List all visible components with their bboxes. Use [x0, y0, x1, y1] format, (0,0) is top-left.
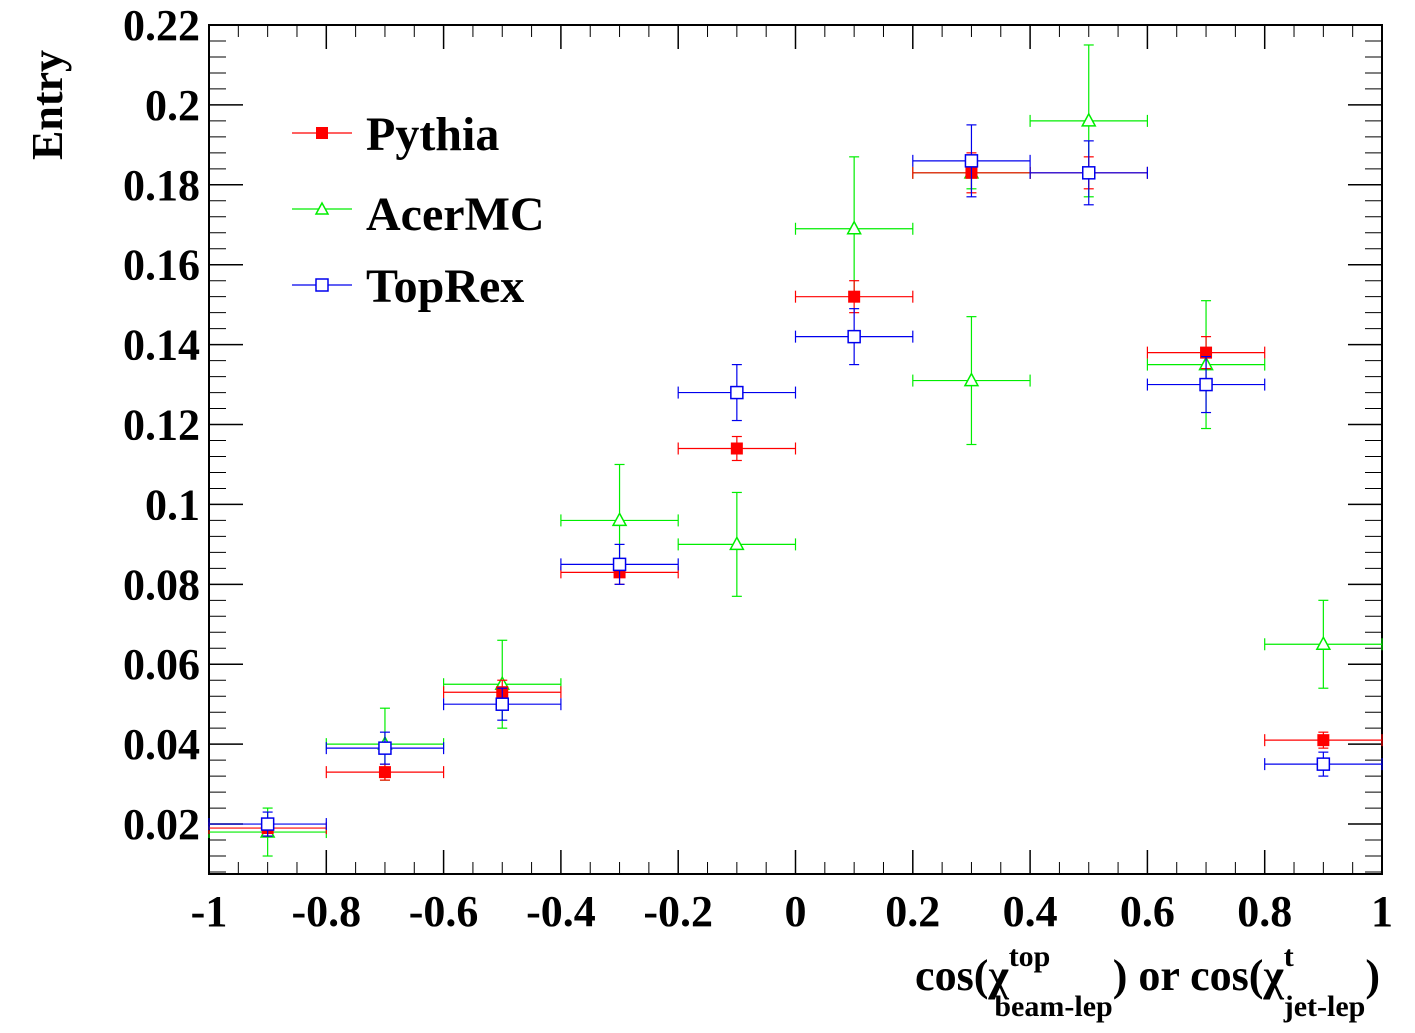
y-tick-label: 0.04 [123, 720, 200, 769]
data-point-toprex [208, 811, 327, 837]
data-point-toprex [1264, 751, 1383, 777]
data-point-toprex [560, 543, 679, 585]
point-pythia-marker [378, 766, 391, 779]
x-tick-label: -0.4 [526, 887, 596, 936]
axes: -1 -0.8 -0.6 -0.4 -0.2 0 0.2 0.4 0.6 0.8 1 0.02 0.04… [123, 1, 1393, 936]
legend-label-toprex: TopRex [366, 260, 524, 313]
point-toprex-marker [378, 741, 392, 755]
x-axis-title-sup2: t [1284, 940, 1294, 973]
legend-entry-acermc: AcerMC [292, 188, 545, 241]
legend-marker-toprex [315, 278, 329, 292]
x-axis-title-sub2: jet-lep [1283, 990, 1366, 1023]
x-tick-label: 0.2 [885, 887, 940, 936]
series-layer [208, 44, 1383, 857]
data-point-toprex [443, 687, 562, 721]
x-axis-title-sub1: beam-lep [994, 990, 1112, 1023]
point-pythia-marker [1317, 734, 1330, 747]
x-tick-label: 0.4 [1003, 887, 1058, 936]
x-tick-label: -0.2 [643, 887, 713, 936]
data-point-acermc [1264, 599, 1383, 689]
data-point-toprex [1146, 356, 1266, 414]
data-point-pythia [677, 435, 797, 462]
data-point-acermc [677, 491, 797, 597]
data-point-toprex [912, 124, 1031, 198]
legend-label-pythia: Pythia [366, 108, 499, 161]
point-toprex-marker [847, 329, 861, 344]
x-tick-label: -1 [191, 887, 228, 936]
y-tick-label: 0.08 [123, 560, 200, 609]
point-acermc-extra-marker [963, 372, 980, 387]
legend-entry-pythia: Pythia [292, 108, 499, 161]
point-toprex-marker [260, 817, 275, 831]
y-tick-label: 0.12 [123, 401, 200, 450]
legend-marker-acermc [314, 201, 330, 215]
x-tick-label: 0.6 [1120, 887, 1175, 936]
y-tick-label: 0.1 [145, 480, 200, 529]
x-axis-title-mid: ) or cos(χ [1113, 951, 1285, 1000]
data-point-acermc-extra [912, 316, 1031, 446]
data-point-pythia [1264, 731, 1383, 749]
x-axis-title: cos(χtop beam-lep) or cos(χt jet-lep) [915, 940, 1380, 1023]
legend: Pythia AcerMC TopRex [292, 108, 545, 313]
data-point-toprex [677, 364, 797, 422]
y-tick-label: 0.22 [123, 1, 200, 50]
point-acermc-marker [1080, 112, 1097, 127]
data-point-toprex [1029, 140, 1149, 206]
legend-label-acermc: AcerMC [366, 188, 545, 241]
data-point-acermc [794, 156, 914, 302]
y-tick-label: 0.16 [123, 241, 200, 290]
point-toprex-marker [1199, 377, 1213, 392]
x-tick-label: -0.6 [409, 887, 479, 936]
point-toprex-marker [495, 697, 509, 711]
y-tick-label: 0.18 [123, 161, 200, 210]
x-tick-label: 0 [785, 887, 807, 936]
y-tick-label: 0.06 [123, 640, 200, 689]
y-tick-label: 0.14 [123, 321, 200, 370]
data-point-toprex [325, 731, 445, 765]
point-acermc-marker [846, 220, 862, 235]
point-pythia-marker [848, 290, 861, 303]
x-tick-label: 0.8 [1237, 887, 1292, 936]
point-toprex-marker [1082, 166, 1096, 180]
data-point-toprex [794, 308, 914, 366]
point-toprex-marker [964, 154, 979, 168]
x-axis-title-prefix: cos(χ [915, 951, 1009, 1000]
legend-entry-toprex: TopRex [292, 260, 524, 313]
x-axis-title-sup1: top [1009, 940, 1051, 973]
x-axis-title-suffix: ) [1365, 951, 1380, 1000]
point-pythia-marker [730, 442, 743, 455]
y-axis-title: Entry [23, 50, 72, 160]
point-toprex-marker [730, 385, 744, 400]
point-acermc-marker [729, 535, 745, 551]
point-acermc-marker [611, 511, 628, 527]
x-tick-label: -0.8 [291, 887, 361, 936]
data-point-pythia [794, 280, 914, 314]
legend-marker-pythia [316, 127, 328, 139]
data-point-pythia [1146, 336, 1266, 370]
point-toprex-marker [1316, 757, 1331, 771]
y-tick-label: 0.02 [123, 800, 200, 849]
series-toprex [208, 124, 1383, 837]
point-pythia-marker [1200, 346, 1213, 359]
point-toprex-marker [612, 557, 627, 572]
point-acermc-marker [1315, 635, 1332, 651]
x-tick-label: 1 [1371, 887, 1393, 936]
y-tick-label: 0.2 [145, 81, 200, 130]
data-point-pythia [325, 763, 445, 781]
